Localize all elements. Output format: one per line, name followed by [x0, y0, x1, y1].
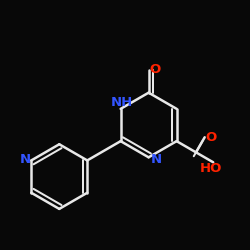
Text: N: N — [150, 153, 162, 166]
Text: O: O — [149, 62, 160, 76]
Text: N: N — [20, 153, 30, 166]
Text: HO: HO — [200, 162, 222, 175]
Text: NH: NH — [111, 96, 133, 109]
Text: O: O — [205, 131, 216, 144]
